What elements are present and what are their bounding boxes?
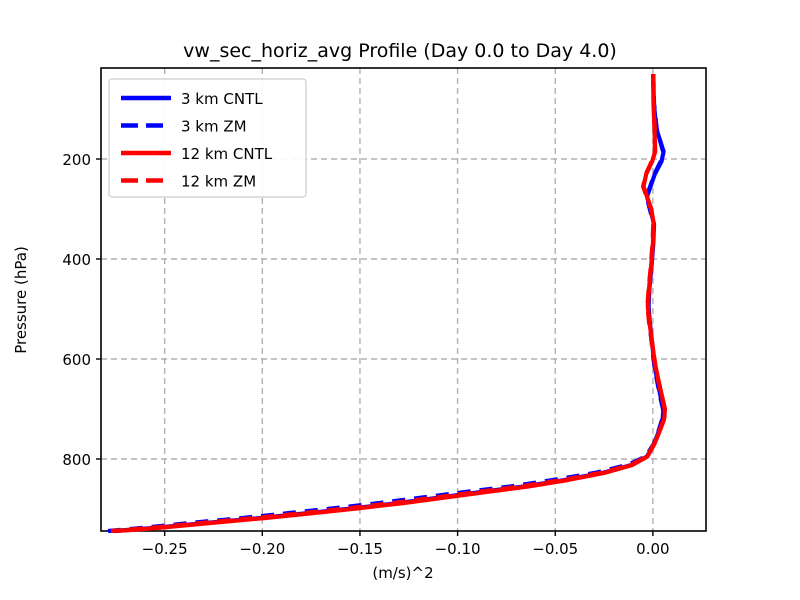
y-tick-label: 600 — [62, 351, 91, 369]
y-tick-label: 800 — [62, 451, 91, 469]
chart-legend[interactable]: 3 km CNTL 3 km ZM 12 km CNTL 12 km ZM — [108, 78, 307, 198]
x-axis-label: (m/s)^2 — [372, 564, 433, 582]
series-line-12-km-zm — [110, 73, 667, 534]
legend-label-12-km-zm: 12 km ZM — [181, 173, 256, 191]
y-tick-label: 200 — [62, 151, 91, 169]
data-series-group — [107, 73, 668, 534]
legend-label-12-km-cntl: 12 km CNTL — [181, 145, 273, 163]
x-tick-label: −0.25 — [142, 540, 188, 558]
legend-label-3-km-zm: 3 km ZM — [181, 118, 247, 136]
x-tick-label: −0.15 — [337, 540, 383, 558]
x-tick-label: −0.20 — [239, 540, 285, 558]
y-axis-label: Pressure (hPa) — [12, 246, 30, 354]
x-axis-ticks: −0.25 −0.20 −0.15 −0.10 −0.05 0.00 — [142, 531, 670, 558]
y-tick-label: 400 — [62, 251, 91, 269]
series-line-3-km-zm — [107, 73, 666, 534]
x-tick-label: −0.10 — [435, 540, 481, 558]
x-tick-label: 0.00 — [636, 540, 669, 558]
x-tick-label: −0.05 — [532, 540, 578, 558]
axes-frame — [100, 67, 707, 532]
legend-box — [108, 78, 307, 198]
legend-label-3-km-cntl: 3 km CNTL — [181, 90, 263, 108]
chart-title: vw_sec_horiz_avg Profile (Day 0.0 to Day… — [183, 40, 617, 62]
y-axis-ticks: 200 400 600 800 — [62, 151, 101, 469]
